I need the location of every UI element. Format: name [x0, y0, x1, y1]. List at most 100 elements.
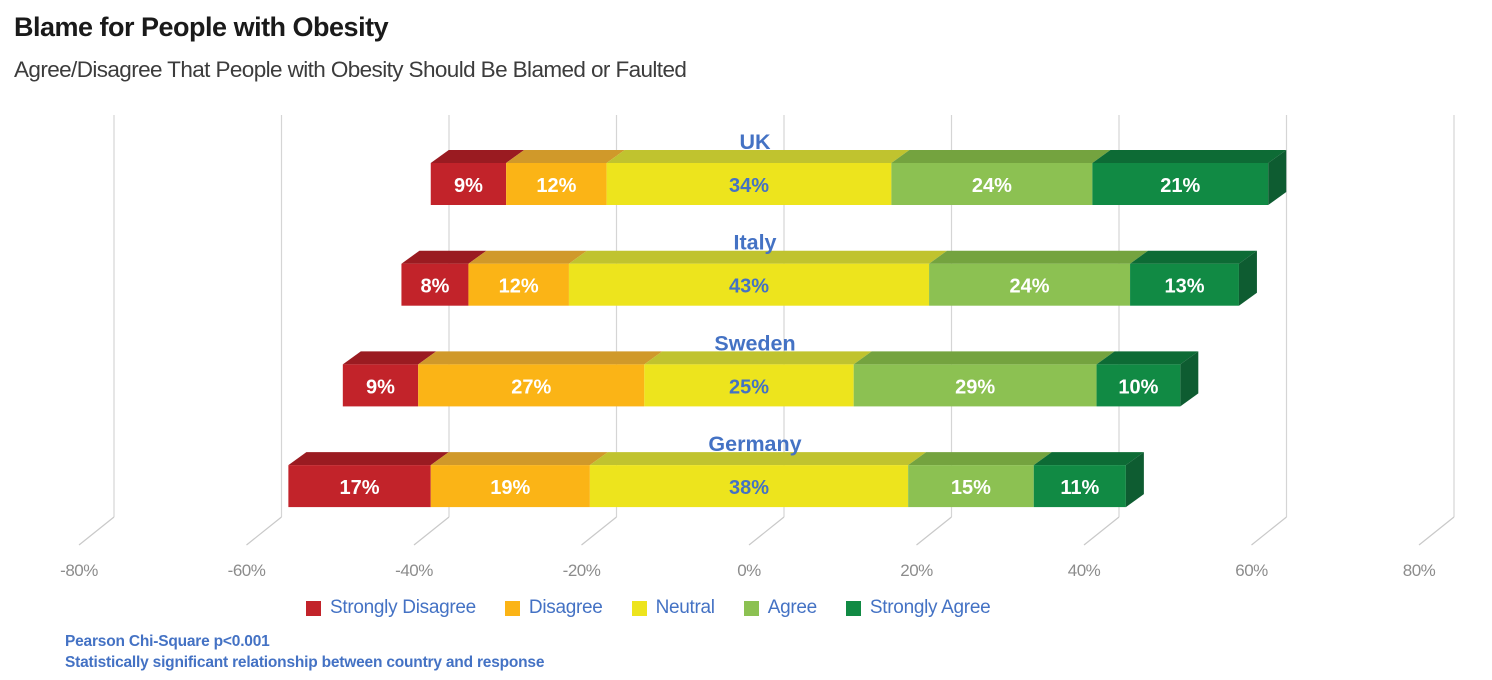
- bar-segment-front: [1033, 465, 1126, 508]
- bar-segment-value-label: 21%: [1160, 175, 1200, 197]
- bar-segment-value-label: 9%: [366, 376, 395, 398]
- bar-side-face: [1125, 452, 1144, 508]
- legend-item-strongly-agree: Strongly Agree: [845, 597, 991, 619]
- bar-segment-value-label: 19%: [490, 477, 530, 499]
- bar-segment-front: [929, 263, 1131, 306]
- bar-segment-front: [468, 263, 569, 306]
- footnote-line-1: Pearson Chi-Square p<0.001: [65, 633, 270, 650]
- bar-segment-top: [644, 351, 872, 365]
- bar-segment-value-label: 12%: [499, 276, 539, 298]
- x-axis-tick-label: 40%: [1068, 561, 1101, 580]
- bar-segment-top: [506, 150, 625, 163]
- legend-item-disagree: Disagree: [504, 597, 603, 619]
- bar-segment-front: [568, 263, 930, 306]
- x-axis-tick-label: 20%: [900, 561, 933, 580]
- legend-item-neutral: Neutral: [631, 597, 715, 619]
- gridline-floor-edge: [581, 516, 617, 546]
- bar-segment-front: [288, 465, 431, 508]
- legend-item-strongly-disagree: Strongly Disagree: [306, 597, 476, 619]
- bar-segment-front: [342, 364, 419, 407]
- bar-segment-top: [342, 351, 437, 365]
- x-axis-tick-label: -80%: [60, 561, 98, 580]
- legend-swatch-neutral: [631, 600, 647, 616]
- legend-label-neutral: Neutral: [655, 597, 715, 618]
- legend-item-agree: Agree: [743, 597, 818, 619]
- bar-side-face: [1268, 150, 1287, 205]
- bar-segment-top: [589, 452, 927, 466]
- bar-segment-value-label: 10%: [1118, 376, 1158, 398]
- legend-label-strongly-agree: Strongly Agree: [869, 597, 991, 618]
- legend-swatch-strongly-disagree: [306, 600, 321, 616]
- bar-segment-top: [468, 250, 587, 264]
- legend-swatch-agree: [743, 600, 759, 616]
- footnote-line-2: Statistically significant relationship b…: [65, 654, 545, 671]
- bar-segment-top: [853, 351, 1115, 365]
- bar-segment-top: [1130, 250, 1257, 264]
- gridline-floor-edge: [916, 516, 952, 546]
- legend-label-strongly-disagree: Strongly Disagree: [330, 597, 476, 618]
- bar-segment-front: [1130, 263, 1239, 306]
- bar-segment-top: [1096, 351, 1199, 365]
- bar-segment-front: [401, 263, 469, 306]
- chart-legend: Strongly Disagree Disagree Neutral Agree Str…: [306, 597, 991, 619]
- gridline-floor-edge: [246, 516, 282, 546]
- gridline-floor-edge: [1251, 516, 1287, 546]
- bar-segment-value-label: 38%: [729, 477, 769, 499]
- bar-segment-front: [908, 465, 1034, 508]
- gridline-floor-edge: [1418, 516, 1455, 546]
- bar-segment-top: [891, 150, 1111, 163]
- x-axis-tick-label: 0%: [737, 561, 761, 580]
- gridline-floor-edge: [1083, 516, 1120, 546]
- bar-segment-front: [891, 163, 1093, 205]
- category-label-uk: UK: [739, 130, 771, 154]
- bar-segment-value-label: 9%: [454, 175, 483, 197]
- bar-segment-top: [288, 452, 449, 466]
- category-label-italy: Italy: [733, 231, 776, 255]
- bar-segment-value-label: 17%: [340, 477, 380, 499]
- bar-segment-value-label: 34%: [729, 175, 769, 197]
- bar-segment-value-label: 43%: [729, 276, 769, 298]
- bar-segment-top: [401, 250, 487, 264]
- bar-segment-front: [418, 364, 645, 407]
- bar-segment-front: [506, 163, 607, 205]
- bar-segment-value-label: 24%: [972, 175, 1012, 197]
- bar-segment-top: [568, 250, 948, 264]
- bar-segment-value-label: 8%: [420, 276, 449, 298]
- bar-segment-front: [644, 364, 854, 407]
- bar-segment-front: [606, 163, 892, 205]
- footnote: Pearson Chi-Square p<0.001 Statistically…: [65, 631, 544, 673]
- chart-title: Blame for People with Obesity: [14, 12, 389, 42]
- category-label-germany: Germany: [708, 432, 801, 456]
- bar-segment-value-label: 29%: [955, 376, 995, 398]
- bar-side-face: [1238, 250, 1257, 306]
- bar-segment-value-label: 24%: [1010, 276, 1050, 298]
- bar-segment-top: [1092, 150, 1287, 163]
- bar-segment-value-label: 15%: [951, 477, 991, 499]
- bar-segment-value-label: 12%: [536, 175, 576, 197]
- bar-side-face: [1180, 351, 1199, 407]
- x-axis-tick-label: -60%: [228, 561, 266, 580]
- bar-segment-top: [430, 452, 608, 466]
- bar-segment-top: [606, 150, 910, 163]
- bar-segment-value-label: 27%: [511, 376, 551, 398]
- bar-segment-value-label: 13%: [1164, 276, 1204, 298]
- bar-segment-front: [1096, 364, 1181, 407]
- bar-segment-front: [853, 364, 1097, 407]
- x-axis-tick-label: 80%: [1403, 561, 1436, 580]
- bar-segment-front: [1092, 163, 1269, 205]
- bar-segment-front: [589, 465, 909, 508]
- bar-segment-front: [430, 163, 507, 205]
- x-axis-tick-label: -20%: [563, 561, 601, 580]
- bar-segment-value-label: 25%: [729, 376, 769, 398]
- bar-segment-top: [908, 452, 1052, 466]
- bar-segment-top: [430, 150, 525, 163]
- legend-swatch-strongly-agree: [845, 600, 861, 616]
- bar-segment-top: [1033, 452, 1144, 466]
- bar-segment-top: [418, 351, 663, 365]
- category-label-sweden: Sweden: [714, 331, 795, 355]
- legend-swatch-disagree: [504, 600, 520, 616]
- legend-label-agree: Agree: [767, 597, 818, 618]
- bar-segment-top: [929, 250, 1149, 264]
